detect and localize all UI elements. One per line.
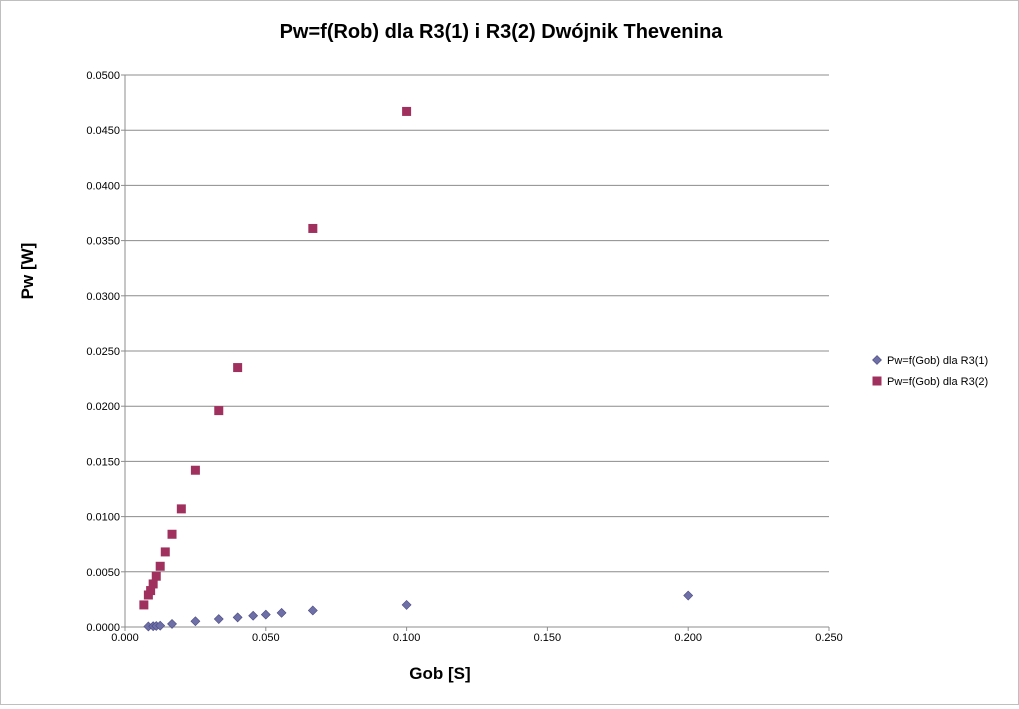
axis-layer — [121, 74, 830, 631]
series-2-point — [146, 586, 156, 596]
x-tick-label: 0.150 — [534, 632, 562, 644]
series-2-point — [139, 600, 149, 610]
series-1-point — [232, 612, 243, 623]
y-tick-label: 0.0250 — [86, 346, 120, 358]
chart-title: Pw=f(Rob) dla R3(1) i R3(2) Dwójnik Thev… — [280, 21, 724, 43]
series-1-point — [683, 590, 694, 601]
y-tick-label: 0.0350 — [86, 236, 120, 248]
series-2-point — [402, 106, 412, 116]
series-2-point — [190, 465, 200, 475]
legend-entry: Pw=f(Gob) dla R3(2) — [872, 376, 988, 388]
y-tick-label: 0.0450 — [86, 125, 120, 137]
series-1-point — [248, 610, 259, 621]
series-2-point — [233, 363, 243, 373]
x-tick-label: 0.250 — [815, 632, 843, 644]
legend-marker — [872, 376, 882, 386]
series-1-point — [307, 605, 318, 616]
legend-label: Pw=f(Gob) dla R3(2) — [887, 376, 988, 388]
series-2 — [139, 106, 412, 610]
series-2-point — [155, 561, 165, 571]
y-tick-label: 0.0100 — [86, 512, 120, 524]
grid-layer — [125, 74, 829, 628]
x-tick-label: 0.050 — [252, 632, 280, 644]
series-1 — [143, 590, 694, 632]
x-tick-label: 0.000 — [111, 632, 139, 644]
y-tick-label: 0.0400 — [86, 180, 120, 192]
y-tick-label: 0.0500 — [86, 70, 120, 82]
y-axis-title: Pw [W] — [18, 243, 37, 300]
legend-marker — [872, 355, 882, 365]
series-1-point — [155, 620, 166, 631]
series-1-point — [213, 614, 224, 624]
y-tick-label: 0.0000 — [86, 622, 120, 634]
series-1-point — [260, 609, 271, 620]
x-axis-title: Gob [S] — [409, 664, 470, 683]
series-1-point — [190, 616, 201, 627]
y-tick-label: 0.0200 — [86, 401, 120, 413]
series-2-point — [308, 223, 318, 233]
series-2-point — [167, 529, 177, 539]
x-tick-label: 0.200 — [674, 632, 702, 644]
series-1-point — [401, 599, 412, 610]
series-2-point — [176, 504, 186, 514]
series-2-point — [160, 547, 170, 557]
x-tick-label: 0.100 — [393, 632, 421, 644]
series-2-point — [151, 571, 161, 581]
points-layer — [139, 106, 694, 632]
series-1-point — [167, 618, 177, 629]
y-tick-label: 0.0050 — [86, 567, 120, 579]
y-tick-label: 0.0150 — [86, 456, 120, 468]
y-tick-label: 0.0300 — [86, 291, 120, 303]
series-2-point — [214, 406, 224, 416]
series-2-point — [148, 579, 158, 589]
legend-label: Pw=f(Gob) dla R3(1) — [887, 355, 988, 367]
legend-entry: Pw=f(Gob) dla R3(1) — [872, 355, 988, 367]
tick-layer: 0.0000 0.0050 0.0100 0.0150 0.0200 0.0250 0.03… — [86, 70, 842, 644]
legend: Pw=f(Gob) dla R3(1) Pw=f(Gob) dla R3(2) — [872, 355, 988, 388]
series-1-point — [276, 607, 287, 618]
